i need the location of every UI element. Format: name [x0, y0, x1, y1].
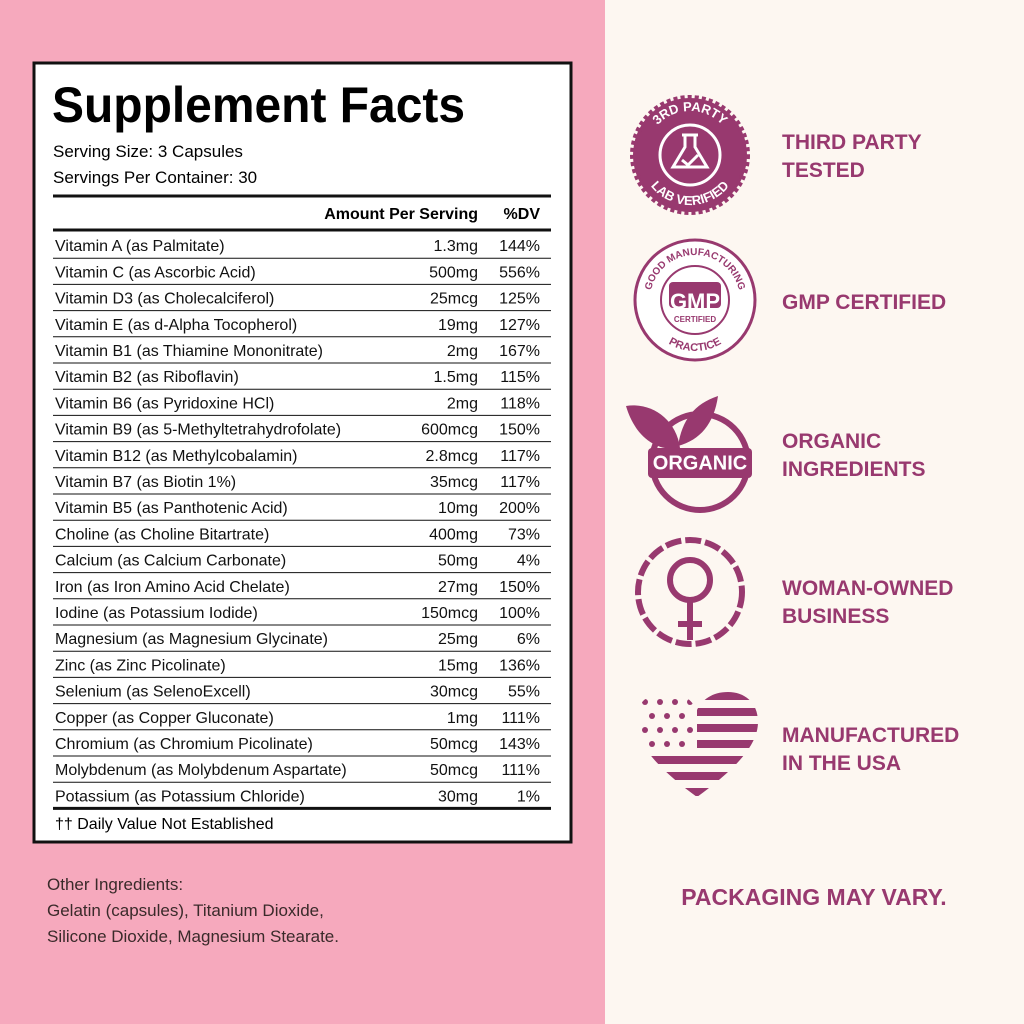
nutrient-name: Calcium (as Calcium Carbonate) — [55, 553, 286, 570]
footnote: †† Daily Value Not Established — [55, 816, 274, 833]
nutrient-name: Molybdenum (as Molybdenum Aspartate) — [55, 762, 347, 779]
nutrient-amount: 150mcg — [421, 605, 478, 622]
nutrient-dv: 150% — [499, 422, 540, 439]
nutrient-amount: 10mg — [438, 500, 478, 517]
packaging-note: PACKAGING MAY VARY. — [681, 884, 946, 910]
nutrient-amount: 50mcg — [430, 762, 478, 779]
nutrient-dv: 125% — [499, 291, 540, 308]
nutrient-dv: 143% — [499, 736, 540, 753]
nutrient-dv: 115% — [500, 369, 540, 386]
nutrient-dv: 167% — [499, 343, 540, 360]
nutrient-amount: 50mg — [438, 553, 478, 570]
nutrient-amount: 35mcg — [430, 474, 478, 491]
nutrient-dv: 100% — [499, 605, 540, 622]
lab-badge: 3RD PARTY LAB VERIFIED — [630, 95, 750, 215]
badge-label: THIRD PARTY — [782, 131, 922, 154]
nutrient-amount: 400mg — [429, 526, 478, 543]
nutrient-dv: 111% — [501, 762, 540, 779]
nutrient-dv: 200% — [499, 500, 540, 517]
badge-icon-text: ORGANIC — [653, 452, 747, 474]
nutrient-dv: 1% — [517, 788, 540, 805]
nutrient-amount: 500mg — [429, 264, 478, 281]
badge-icon-text: PRACTICE — [667, 336, 723, 355]
other-ingredients-title: Other Ingredients: — [47, 875, 183, 894]
serving-size: Serving Size: 3 Capsules — [53, 142, 243, 161]
nutrient-name: Vitamin B9 (as 5-Methyltetrahydrofolate) — [55, 422, 341, 439]
gmp-badge: GMP CERTIFIED GOOD MANUFACTURING PRACTIC… — [633, 238, 757, 362]
nutrient-dv: 144% — [499, 238, 540, 255]
other-ingredients: Silicone Dioxide, Magnesium Stearate. — [47, 927, 339, 946]
nutrient-amount: 19mg — [438, 317, 478, 334]
nutrient-dv: 117% — [500, 474, 540, 491]
nutrient-amount: 2mg — [447, 395, 478, 412]
nutrient-amount: 25mcg — [430, 291, 478, 308]
nutrient-name: Vitamin D3 (as Cholecalciferol) — [55, 291, 274, 308]
nutrient-amount: 25mg — [438, 631, 478, 648]
facts-title: Supplement Facts — [52, 77, 465, 133]
svg-text:PRACTICE: PRACTICE — [667, 336, 723, 355]
nutrient-name: Potassium (as Potassium Chloride) — [55, 788, 305, 805]
nutrient-name: Vitamin B7 (as Biotin 1%) — [55, 474, 236, 491]
nutrient-amount: 1mg — [447, 710, 478, 727]
nutrient-dv: 111% — [501, 710, 540, 727]
nutrient-name: Iron (as Iron Amino Acid Chelate) — [55, 579, 290, 596]
woman-badge — [635, 537, 745, 647]
nutrient-dv: 4% — [517, 553, 540, 570]
header-dv: %DV — [504, 206, 541, 223]
badge-label: GMP CERTIFIED — [782, 291, 946, 314]
nutrient-amount: 15mg — [438, 657, 478, 674]
servings-per-container: Servings Per Container: 30 — [53, 168, 257, 187]
badge-label: MANUFACTURED — [782, 724, 959, 747]
nutrient-amount: 30mcg — [430, 684, 478, 701]
badge-icon-text: GMP — [670, 289, 720, 314]
nutrient-amount: 1.5mg — [434, 369, 478, 386]
nutrient-name: Vitamin B6 (as Pyridoxine HCl) — [55, 395, 274, 412]
nutrient-name: Zinc (as Zinc Picolinate) — [55, 657, 226, 674]
badge-label: IN THE USA — [782, 752, 901, 775]
nutrient-dv: 150% — [499, 579, 540, 596]
nutrient-amount: 600mcg — [421, 422, 478, 439]
nutrient-name: Vitamin B2 (as Riboflavin) — [55, 369, 239, 386]
nutrient-dv: 117% — [500, 448, 540, 465]
nutrient-name: Magnesium (as Magnesium Glycinate) — [55, 631, 328, 648]
nutrient-dv: 118% — [500, 395, 540, 412]
nutrient-dv: 55% — [508, 684, 540, 701]
facts-rows: Vitamin A (as Palmitate) 1.3mg 144% Vitamin… — [53, 238, 551, 810]
nutrient-name: Vitamin A (as Palmitate) — [55, 238, 225, 255]
header-amount: Amount Per Serving — [324, 206, 478, 223]
nutrient-amount: 2.8mcg — [426, 448, 478, 465]
facts-box — [32, 61, 573, 844]
nutrient-name: Chromium (as Chromium Picolinate) — [55, 736, 313, 753]
nutrient-name: Selenium (as SelenoExcell) — [55, 684, 251, 701]
other-ingredients: Gelatin (capsules), Titanium Dioxide, — [47, 901, 324, 920]
nutrient-name: Vitamin C (as Ascorbic Acid) — [55, 264, 256, 281]
nutrient-name: Copper (as Copper Gluconate) — [55, 710, 274, 727]
badge-label: WOMAN-OWNED — [782, 577, 953, 600]
badge-icon-text: CERTIFIED — [674, 315, 716, 324]
badge-label: INGREDIENTS — [782, 458, 926, 481]
badge-label: BUSINESS — [782, 605, 889, 628]
nutrient-dv: 556% — [499, 264, 540, 281]
nutrient-dv: 127% — [499, 317, 540, 334]
badge-label: TESTED — [782, 159, 865, 182]
nutrient-name: Vitamin B1 (as Thiamine Mononitrate) — [55, 343, 323, 360]
nutrient-name: Vitamin E (as d-Alpha Tocopherol) — [55, 317, 297, 334]
organic-badge: ORGANIC — [626, 396, 752, 513]
nutrient-amount: 1.3mg — [434, 238, 478, 255]
nutrient-name: Vitamin B5 (as Panthotenic Acid) — [55, 500, 288, 517]
nutrient-dv: 6% — [517, 631, 540, 648]
nutrient-name: Choline (as Choline Bitartrate) — [55, 526, 269, 543]
nutrient-amount: 2mg — [447, 343, 478, 360]
nutrient-amount: 30mg — [438, 788, 478, 805]
nutrient-name: Vitamin B12 (as Methylcobalamin) — [55, 448, 297, 465]
nutrient-amount: 27mg — [438, 579, 478, 596]
badge-label: ORGANIC — [782, 430, 881, 453]
nutrient-dv: 73% — [508, 526, 540, 543]
nutrient-name: Iodine (as Potassium Iodide) — [55, 605, 258, 622]
nutrient-amount: 50mcg — [430, 736, 478, 753]
nutrient-dv: 136% — [499, 657, 540, 674]
